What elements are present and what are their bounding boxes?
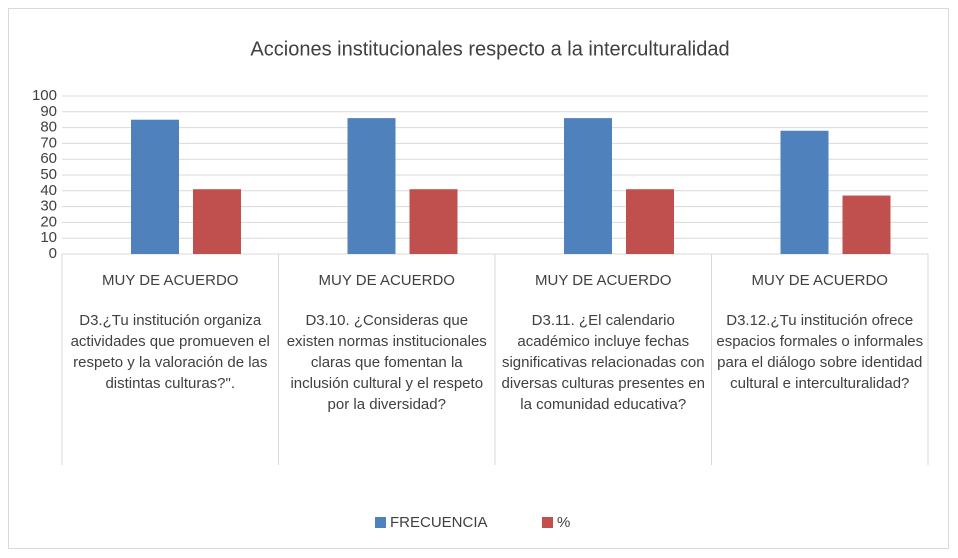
bar [409,189,458,254]
y-tick-label: 60 [40,150,57,167]
y-tick-label: 0 [49,245,57,262]
x-tick-label: MUY DE ACUERDO [535,272,671,289]
y-tick-label: 90 [40,103,57,120]
y-tick-label: 80 [40,119,57,136]
category-group-label: D3.12.¿Tu institución ofrece espacios fo… [716,312,924,392]
y-tick-label: 70 [40,134,57,151]
category-group-label: D3.11. ¿El calendario académico incluye … [501,312,705,413]
y-tick-label: 50 [40,166,57,183]
y-tick-label: 40 [40,182,57,199]
y-tick-label: 20 [40,213,57,230]
y-tick-label: 100 [32,87,57,104]
bar [842,195,891,254]
category-group-label: D3.10. ¿Consideras que existen normas in… [286,312,487,413]
legend-swatch [542,517,553,528]
chart-border [8,8,949,549]
bar [193,189,241,254]
legend-swatch [375,517,386,528]
x-tick-label: MUY DE ACUERDO [102,272,238,289]
x-tick-label: MUY DE ACUERDO [319,272,455,289]
bar [564,118,612,255]
x-tick-label: MUY DE ACUERDO [752,272,888,289]
y-tick-label: 30 [40,198,57,215]
y-tick-label: 10 [40,229,57,246]
legend-label: FRECUENCIA [390,514,488,531]
bar [780,130,829,254]
bar [347,118,396,255]
chart-title: Acciones institucionales respecto a la i… [250,38,729,60]
category-group-label: D3.¿Tu institución organiza actividades … [70,312,270,392]
bar [626,189,674,254]
bar [131,119,179,254]
legend-label: % [557,514,570,531]
